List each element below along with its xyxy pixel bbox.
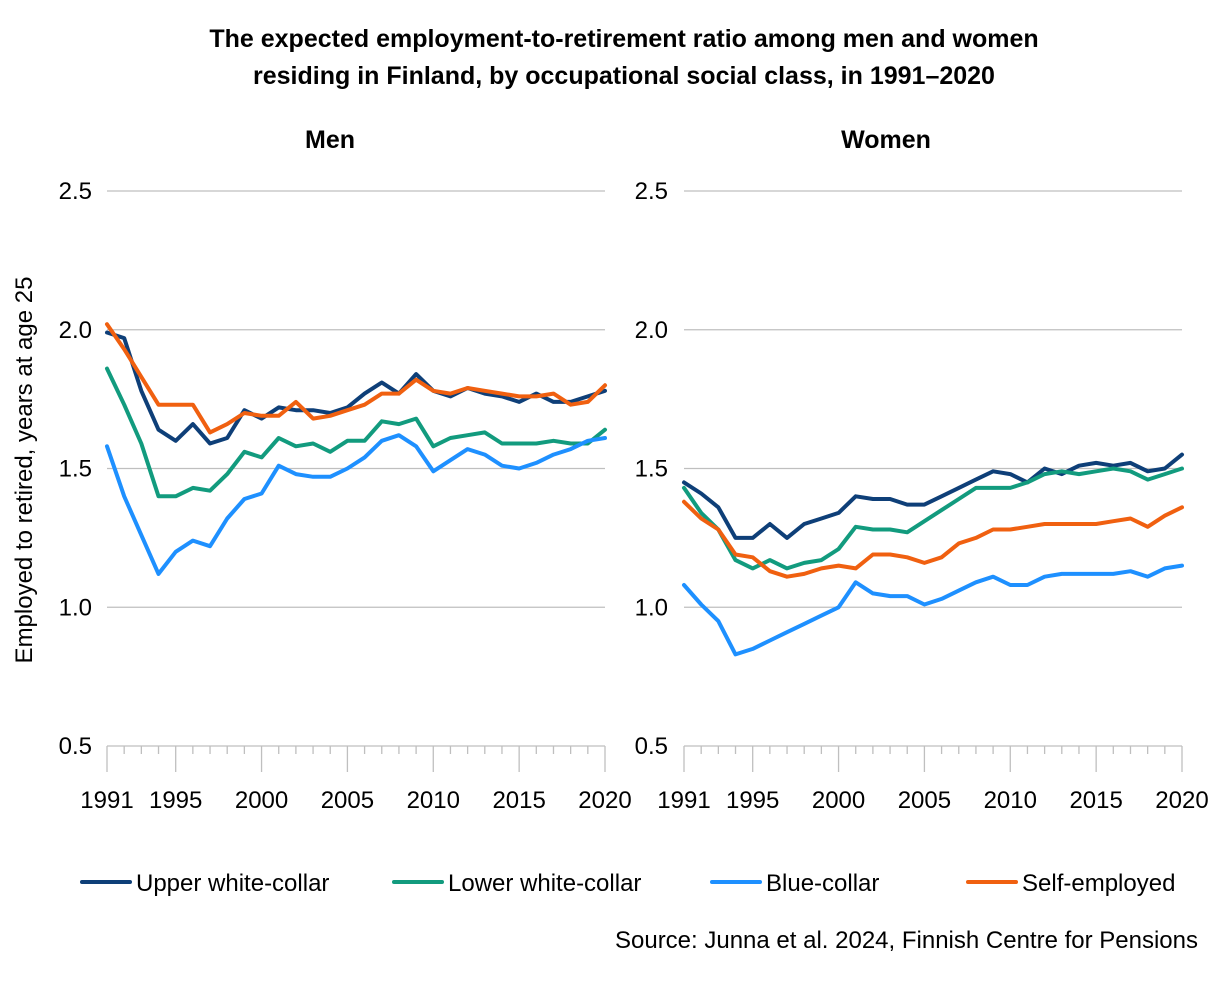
series-line-men-blue-collar: [105, 433, 607, 576]
x-tick-label: 2010: [407, 787, 460, 814]
x-tick-label: 2005: [898, 787, 951, 814]
x-tick-label: 1991: [657, 787, 710, 814]
series-line-women-upper-white-collar: [682, 452, 1184, 540]
series-line-men-lower-white-collar: [105, 366, 607, 499]
panel-men: Men 0.5 1.0 1.5 2.0 2.5 1991 1995 2000 2005 2010 20…: [59, 126, 632, 814]
series-line-women-lower-white-collar: [682, 466, 1184, 571]
legend: Upper white-collar Lower white-collar Blue…: [80, 870, 1175, 897]
y-axis-label: Employed to retired, years at age 25: [11, 277, 38, 664]
legend-item-upper-white-collar: Upper white-collar: [80, 870, 329, 897]
y-tick-label: 1.5: [59, 456, 92, 483]
legend-label: Upper white-collar: [136, 870, 329, 897]
panel-title-men: Men: [305, 126, 355, 154]
legend-item-lower-white-collar: Lower white-collar: [392, 870, 641, 897]
legend-label: Self-employed: [1022, 870, 1175, 897]
series-line-women-self-employed: [682, 499, 1184, 579]
series-line-men-self-employed: [105, 322, 607, 435]
y-tick-label: 2.5: [635, 178, 668, 205]
y-tick-label: 2.5: [59, 178, 92, 205]
legend-label: Blue-collar: [766, 870, 879, 897]
y-tick-label: 1.5: [635, 456, 668, 483]
y-tick-label: 2.0: [59, 317, 92, 344]
y-tick-label: 0.5: [635, 733, 668, 760]
x-tick-label: 2015: [1069, 787, 1122, 814]
x-tick-label: 2000: [812, 787, 865, 814]
y-tick-label: 2.0: [635, 317, 668, 344]
legend-label: Lower white-collar: [448, 870, 641, 897]
x-tick-label: 1991: [80, 787, 133, 814]
x-tick-label: 2005: [321, 787, 374, 814]
source-note: Source: Junna et al. 2024, Finnish Centr…: [615, 927, 1198, 954]
x-tick-label: 2020: [1155, 787, 1208, 814]
chart-title-line-1: The expected employment-to-retirement ra…: [209, 25, 1038, 53]
x-tick-label: 2010: [984, 787, 1037, 814]
legend-item-self-employed: Self-employed: [966, 870, 1175, 897]
x-tick-label: 2015: [492, 787, 545, 814]
y-tick-label: 0.5: [59, 733, 92, 760]
x-tick-label: 1995: [149, 787, 202, 814]
panel-title-women: Women: [841, 126, 931, 154]
legend-item-blue-collar: Blue-collar: [710, 870, 879, 897]
panel-women: Women 0.5 1.0 1.5 2.0 2.5 1991 1995 2000 2005 2010…: [635, 126, 1209, 814]
y-tick-label: 1.0: [635, 594, 668, 621]
x-tick-label: 2000: [235, 787, 288, 814]
x-tick-label: 2020: [578, 787, 631, 814]
x-tick-label: 1995: [726, 787, 779, 814]
y-tick-label: 1.0: [59, 594, 92, 621]
chart-title-line-2: residing in Finland, by occupational soc…: [253, 62, 995, 90]
series-line-men-upper-white-collar: [105, 330, 607, 446]
series-line-women-blue-collar: [682, 563, 1184, 657]
